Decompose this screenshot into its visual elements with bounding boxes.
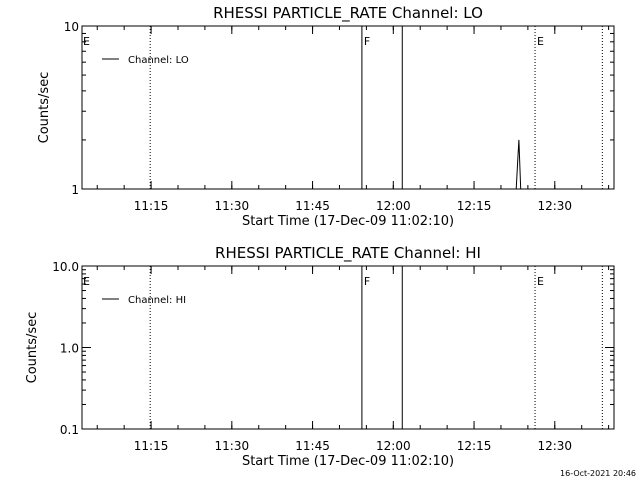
left-edge-marker-label: E [83, 35, 90, 48]
y-tick-label: 0.1 [60, 423, 79, 437]
plot-frame [81, 25, 615, 190]
x-tick-label: 11:45 [295, 199, 330, 213]
time-marker-label: E [537, 35, 544, 48]
x-tick-label: 12:15 [457, 199, 492, 213]
time-marker-label: F [364, 275, 370, 288]
y-tick-label: 10 [64, 20, 79, 34]
y-axis-label: Counts/sec [37, 72, 52, 144]
plot-frame [81, 265, 615, 430]
y-axis-label: Counts/sec [25, 312, 40, 384]
y-tick-label: 10.0 [52, 260, 79, 274]
chart-title: RHESSI PARTICLE_RATE Channel: HI [215, 244, 481, 263]
y-tick-label: 1 [71, 183, 79, 197]
legend-entry: Channel: HI [128, 295, 186, 306]
x-tick-label: 11:30 [215, 439, 250, 453]
x-tick-label: 12:15 [457, 439, 492, 453]
x-tick-label: 11:45 [295, 439, 330, 453]
legend-entry: Channel: LO [128, 55, 189, 66]
time-marker-label: F [364, 35, 370, 48]
y-tick-label: 1.0 [60, 342, 79, 356]
x-tick-label: 12:00 [376, 439, 411, 453]
x-tick-label: 12:30 [537, 199, 572, 213]
x-tick-label: 11:15 [134, 439, 169, 453]
x-axis-label: Start Time (17-Dec-09 11:02:10) [242, 454, 454, 469]
x-tick-label: 11:15 [134, 199, 169, 213]
data-series-line [515, 139, 522, 190]
left-edge-marker-label: E [83, 275, 90, 288]
plot-timestamp: 16-Oct-2021 20:46 [560, 469, 636, 478]
time-marker-label: E [537, 275, 544, 288]
x-tick-label: 12:30 [537, 439, 572, 453]
chart-title: RHESSI PARTICLE_RATE Channel: LO [213, 4, 483, 23]
x-axis-label: Start Time (17-Dec-09 11:02:10) [242, 214, 454, 229]
x-tick-label: 11:30 [215, 199, 250, 213]
x-tick-label: 12:00 [376, 199, 411, 213]
